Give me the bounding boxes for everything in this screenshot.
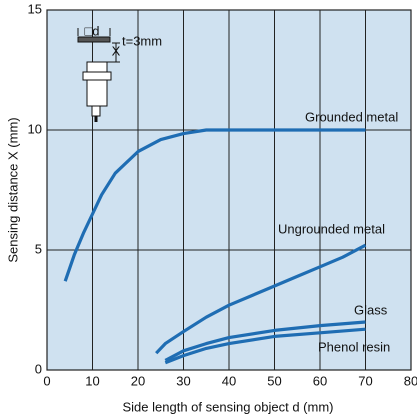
x-tick-label: 70 xyxy=(358,373,372,388)
x-tick-label: 50 xyxy=(267,373,281,388)
sensor-nut xyxy=(82,71,112,81)
x-tick-label: 60 xyxy=(313,373,327,388)
y-tick-label: 15 xyxy=(28,1,42,16)
series-label: Glass xyxy=(354,302,388,317)
annotation: X xyxy=(112,43,121,58)
x-axis-label: Side length of sensing object d (mm) xyxy=(123,399,334,414)
y-tick-label: 0 xyxy=(35,361,42,376)
line-series xyxy=(63,128,366,282)
y-tick-label: 10 xyxy=(28,121,42,136)
series-label: Phenol resin xyxy=(318,339,390,354)
annotation: □d xyxy=(84,23,99,38)
x-tick-label: 30 xyxy=(176,373,190,388)
y-axis-label: Sensing distance X (mm) xyxy=(5,117,20,262)
sensor-body xyxy=(86,61,108,107)
y-tick-label: 5 xyxy=(35,241,42,256)
x-tick-label: 40 xyxy=(222,373,236,388)
line-series xyxy=(164,320,366,362)
x-tick-label: 80 xyxy=(404,373,417,388)
x-tick-label: 10 xyxy=(85,373,99,388)
x-tick-label: 0 xyxy=(43,373,50,388)
sensor-cable xyxy=(91,105,101,117)
series-label: Grounded metal xyxy=(305,109,398,124)
annotation: t=3mm xyxy=(122,33,162,48)
target-plate xyxy=(77,36,111,43)
x-tick-label: 20 xyxy=(131,373,145,388)
line-series xyxy=(155,243,367,355)
line-series xyxy=(164,327,366,365)
sensor-diagram xyxy=(77,28,120,122)
series-label: Ungrounded metal xyxy=(278,221,385,236)
